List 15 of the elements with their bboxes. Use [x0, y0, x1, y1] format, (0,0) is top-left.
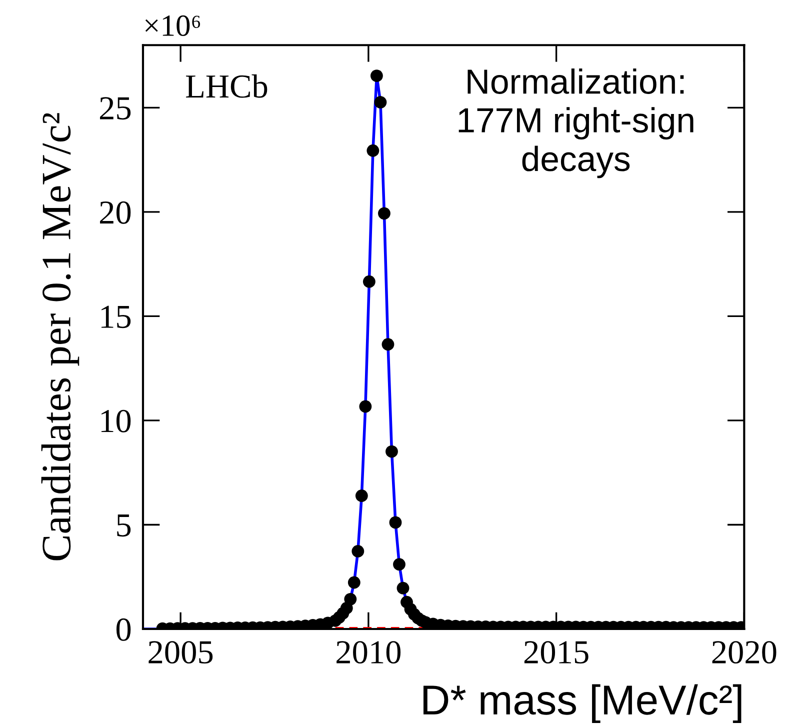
x-tick-label: 2015 — [524, 641, 588, 664]
y-tick-label: 25 — [100, 97, 131, 120]
y-tick-label: 5 — [117, 514, 131, 537]
y-tick-label: 10 — [101, 410, 131, 432]
y-tick-label: 0 — [116, 618, 131, 641]
x-tick-label: 2020 — [712, 641, 776, 664]
x-tick-label: 2010 — [336, 641, 400, 664]
y-tick-label: 20 — [100, 201, 131, 224]
annotation: LHCb — [186, 74, 268, 98]
x-tick-label: 2005 — [148, 641, 213, 664]
y-axis-title: Candidates per 0.1 MeV/c² — [41, 113, 80, 560]
y-tick-label: 15 — [101, 306, 131, 328]
text: ×10⁶ — [145, 15, 200, 36]
annotation: Normalization: 177M right-sign decays — [458, 68, 694, 178]
x-axis-title: D* mass [MeV/c²] — [423, 684, 742, 724]
